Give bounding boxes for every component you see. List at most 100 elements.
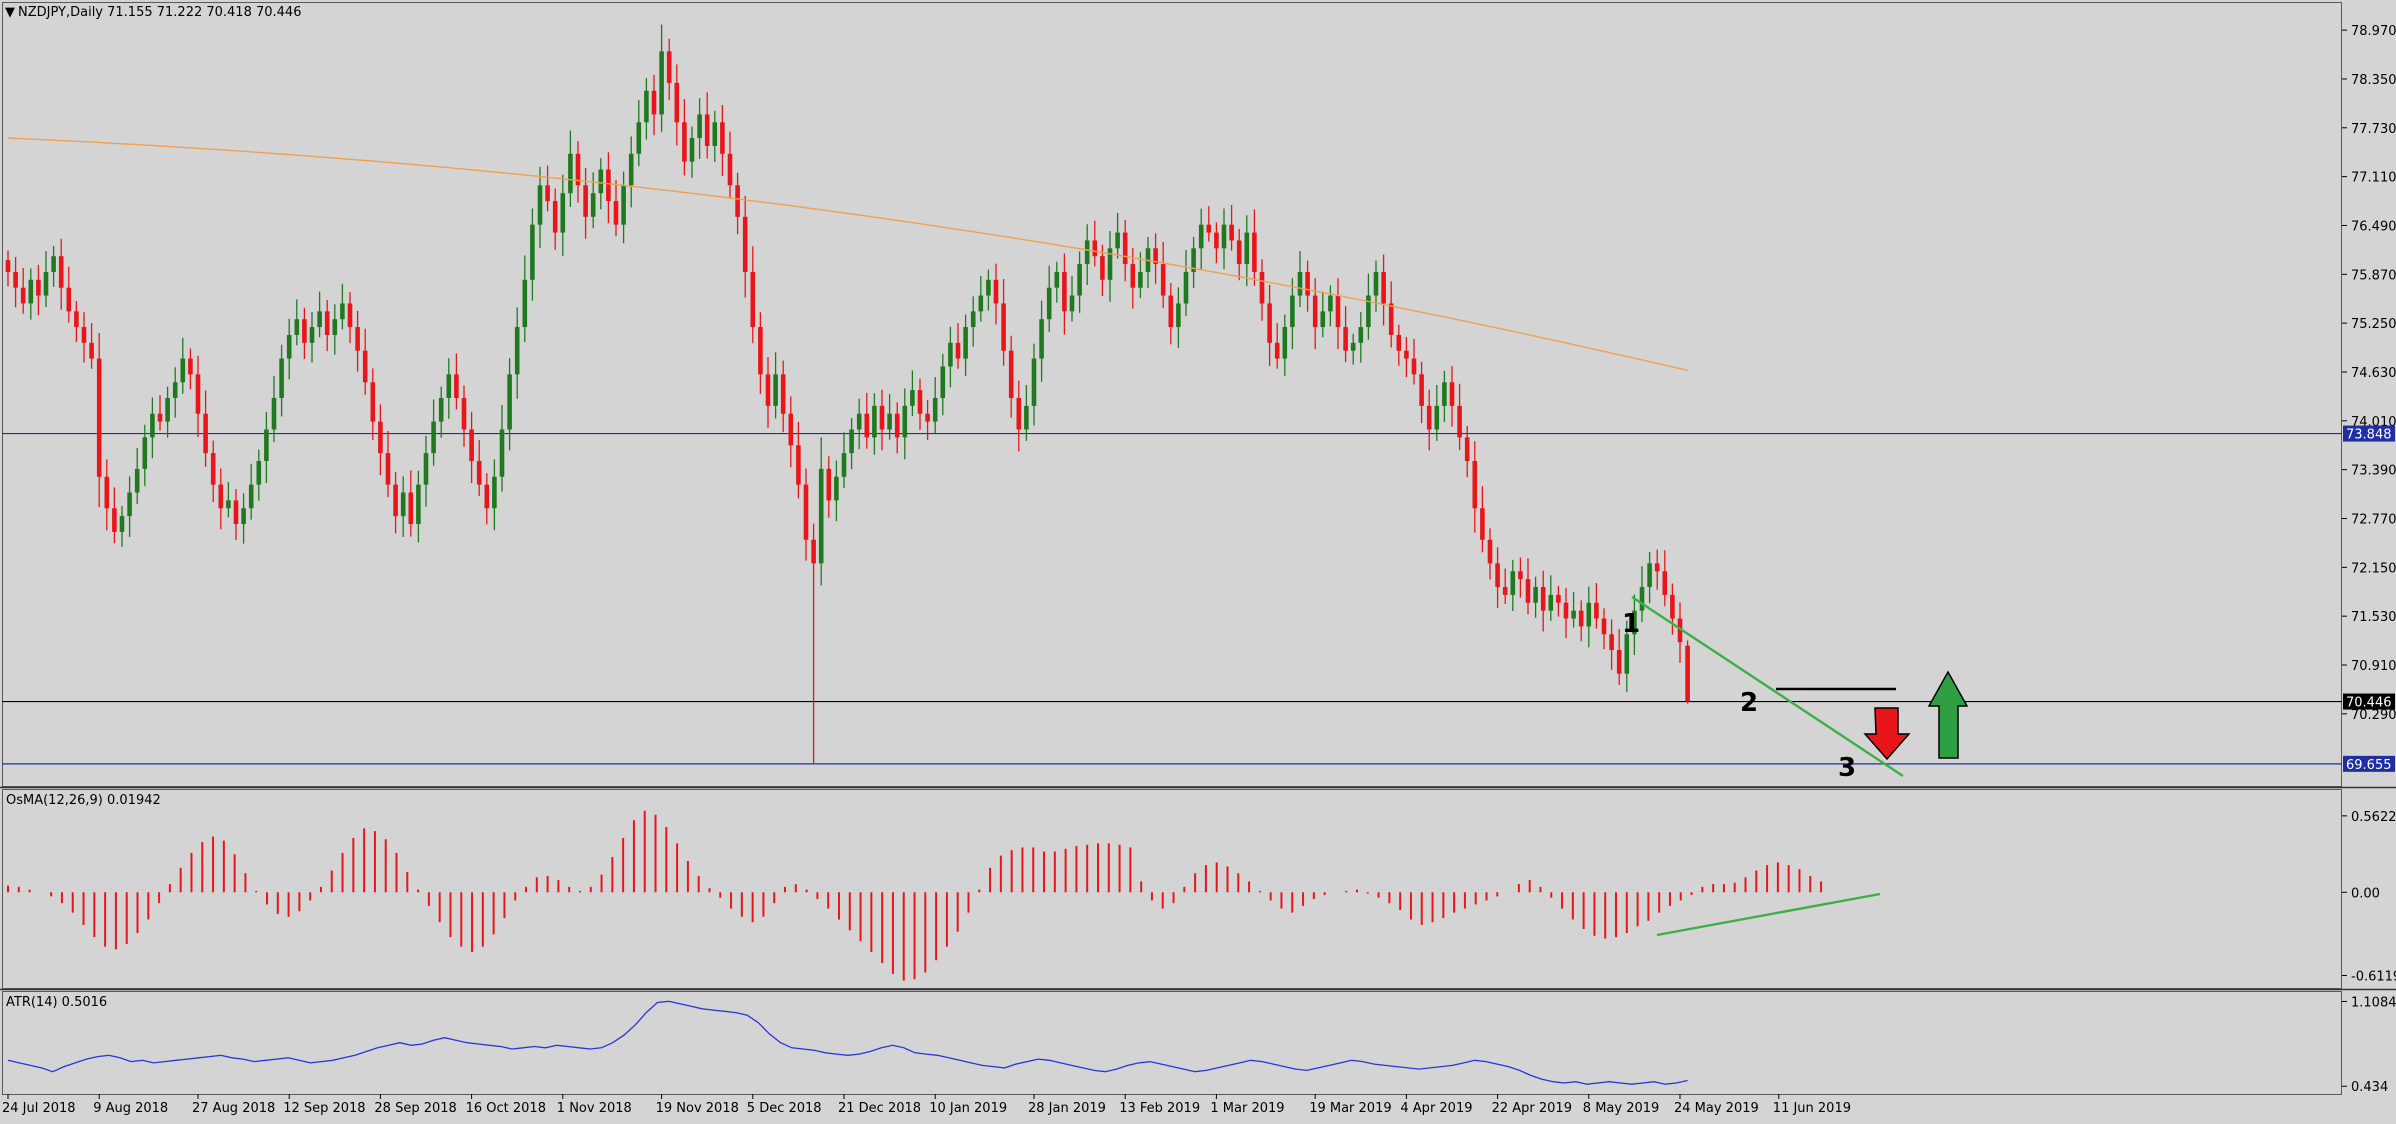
candle-body [1358,327,1364,343]
candle-body [1259,271,1265,304]
candle-body [1632,610,1637,635]
candle-body [1411,358,1417,375]
price-tick-label: 75.250 [2351,317,2396,332]
candle-body [1214,232,1219,249]
price-tick-label: 73.390 [2351,464,2396,479]
candle-body [1487,539,1493,564]
candle-body [856,413,862,430]
candle-body [400,492,406,517]
candle-body [1533,587,1538,603]
candle-body [887,413,892,430]
candle-body [438,397,444,422]
candle-body [28,279,34,304]
candle-body [568,153,573,194]
atr-pane-title: ATR(14) 0.5016 [6,995,107,1010]
candle-body [1084,240,1090,265]
date-tick-label: 27 Aug 2018 [192,1101,275,1116]
atr-line [7,1000,1688,1085]
osma-tick-label: -0.61197 [2351,969,2396,984]
candle-body [499,429,505,477]
candle-body [583,185,588,217]
candle-body [241,508,246,524]
candle-body [74,311,79,328]
candle-body [203,413,208,454]
candle-body [317,311,322,328]
candle-body [1077,264,1082,296]
candle-body [157,413,163,422]
candle-body [1160,264,1166,296]
candle-body [112,508,117,532]
candle-body [1274,342,1280,359]
date-tick-label: 24 May 2019 [1674,1101,1759,1116]
date-tick-label: 12 Sep 2018 [283,1101,365,1116]
candle-body [1130,264,1136,288]
candle-body [970,311,976,328]
price-tick-label: 70.910 [2351,659,2396,674]
osma-tick-label: 0.00 [2351,886,2380,901]
candle-body [613,201,619,225]
candle-body [1297,271,1303,296]
candle-body [393,484,398,517]
price-y-axis: 78.970 78.350 77.730 77.110 76.490 75.870 75.2… [2342,24,2396,723]
date-tick-label: 5 Dec 2018 [747,1101,822,1116]
candle-body [218,484,224,509]
candle-body [416,484,421,524]
atr-tick-label: 1.1084 [2351,995,2396,1010]
candle-body [1153,248,1158,265]
candle-body [1062,271,1067,312]
candle-body [1502,587,1508,595]
candle-body [1046,287,1052,320]
date-tick-label: 19 Nov 2018 [656,1101,739,1116]
candle-body [750,271,756,328]
candle-body [826,468,832,501]
candle-body [560,193,566,233]
candle-body [461,397,467,430]
up-arrow-icon [1927,670,1969,759]
candle-body [195,374,201,414]
candle-body [340,303,345,320]
candle-body [1320,311,1326,328]
price-tick-label: 75.870 [2351,268,2396,283]
candle-body [1426,405,1432,430]
candle-body [720,122,725,154]
candle-body [712,122,718,146]
osma-histogram [7,810,1823,981]
candle-body [940,366,946,398]
candle-body [1556,594,1561,603]
candle-body [1229,224,1234,241]
candle-body [1586,602,1592,627]
date-tick-label: 19 Mar 2019 [1309,1101,1391,1116]
candle-body [545,185,550,202]
candle-body [1168,295,1174,328]
candle-body [1472,460,1478,509]
candle-body [264,429,269,461]
candle-body [5,260,11,272]
candle-body [233,500,239,524]
candle-body [735,185,740,217]
osma-y-axis: 0.56225 0.00 -0.61197 [2342,810,2396,984]
price-pane-title: NZDJPY,Daily 71.155 71.222 70.418 70.446 [18,5,301,20]
candle-body [727,153,733,186]
candle-body [1442,382,1447,406]
candle-body [294,319,300,335]
candle-body [917,390,923,414]
candle-body [932,397,938,422]
candle-body [1198,224,1204,249]
candle-body [81,327,87,343]
candle-body [773,374,778,406]
date-tick-label: 9 Aug 2018 [93,1101,168,1116]
candle-body [43,271,49,296]
candle-body [1381,271,1386,304]
candle-body [362,350,368,383]
candle-body [484,484,490,509]
atr-tick-label: 0.434 [2351,1080,2388,1095]
candle-body [309,327,315,343]
candle-body [1563,602,1569,619]
candle-body [476,460,482,485]
price-pane-collapse-icon[interactable]: ▼ [5,5,15,20]
price-tick-label: 72.770 [2351,512,2396,527]
candle-body [1122,232,1128,265]
atr-y-axis: 1.1084 0.434 [2342,995,2396,1095]
